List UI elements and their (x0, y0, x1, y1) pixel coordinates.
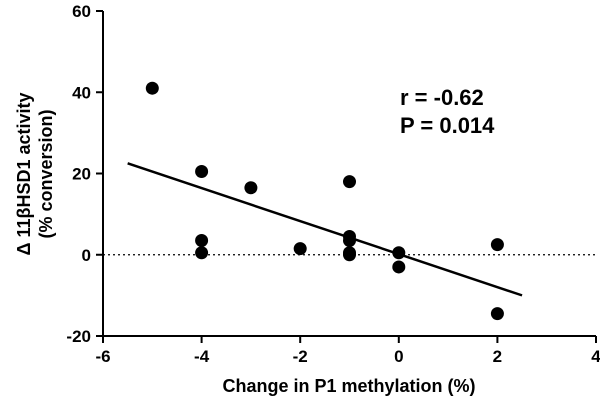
regression-line-segment (127, 162, 523, 297)
y-tick-label: -20 (66, 327, 91, 346)
y-tick-label: 0 (82, 246, 91, 265)
y-tick-label: 60 (72, 2, 91, 21)
data-point (195, 234, 209, 248)
y-axis-label-group: Δ 11βHSD1 activity (% conversion) (14, 92, 56, 255)
data-point (195, 164, 209, 178)
y-tick-label: 40 (72, 83, 91, 102)
data-point (244, 181, 258, 195)
data-point (490, 307, 504, 321)
y-axis: -20 0 20 40 60 (66, 2, 104, 346)
y-tick-label: 20 (72, 165, 91, 184)
x-axis: -6 -4 -2 0 2 4 (95, 335, 600, 366)
p-value-annotation: P = 0.014 (400, 113, 495, 138)
x-tick-label: 4 (591, 347, 600, 366)
data-point (392, 246, 406, 260)
data-point (490, 238, 504, 252)
x-axis-label: Change in P1 methylation (%) (222, 376, 475, 396)
data-point (343, 234, 356, 248)
data-points (145, 81, 504, 321)
data-point (195, 246, 209, 260)
x-tick-label: -6 (95, 347, 110, 366)
data-point (145, 81, 159, 95)
data-point (293, 242, 307, 256)
x-tick-label: -4 (194, 347, 210, 366)
x-tick-label: 2 (493, 347, 502, 366)
data-point (392, 260, 406, 274)
y-axis-label-line1: Δ 11βHSD1 activity (14, 92, 34, 255)
data-point (343, 175, 356, 189)
x-tick-label: 0 (394, 347, 403, 366)
regression-line (127, 162, 523, 297)
data-point (343, 248, 356, 262)
y-axis-label-line2: (% conversion) (36, 109, 56, 238)
correlation-annotation: r = -0.62 (400, 85, 484, 110)
x-tick-label: -2 (293, 347, 308, 366)
